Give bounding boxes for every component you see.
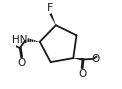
Polygon shape	[73, 58, 84, 61]
Text: O: O	[92, 54, 100, 64]
Text: F: F	[47, 3, 54, 13]
Text: HN: HN	[12, 35, 28, 45]
Text: O: O	[79, 69, 87, 79]
Polygon shape	[49, 13, 56, 25]
Text: O: O	[17, 58, 25, 68]
